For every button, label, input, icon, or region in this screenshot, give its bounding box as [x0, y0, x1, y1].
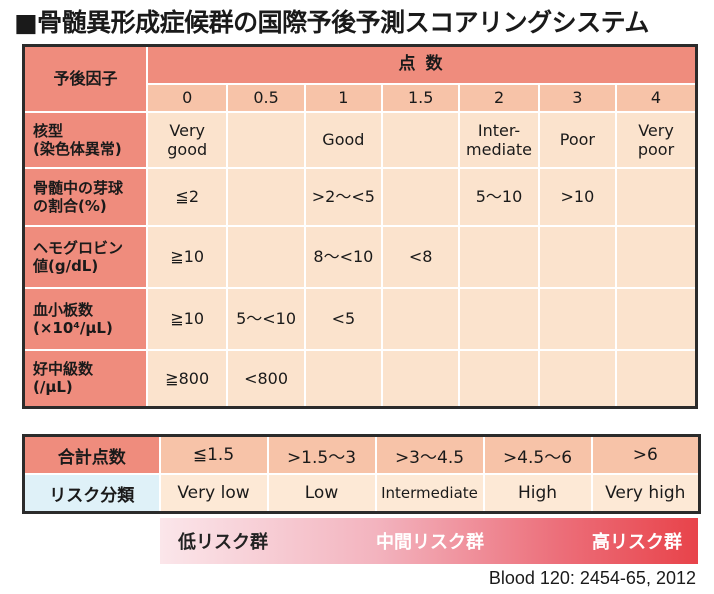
factor-cell: [615, 224, 698, 289]
factor-cell: Very good: [146, 110, 229, 169]
total-score-range: >4.5〜6: [482, 434, 593, 475]
point-value: 1: [303, 82, 384, 113]
factor-row: 好中級数 (/μL) ≧800 <800: [22, 348, 698, 409]
total-score-row: 合計点数 ≦1.5 >1.5〜3 >3〜4.5 >4.5〜6 >6: [22, 434, 701, 475]
factor-cell: [303, 348, 384, 409]
risk-category: Very low: [158, 473, 269, 514]
factor-cell: [615, 286, 698, 351]
point-value: 2: [458, 82, 540, 113]
factor-cell: [458, 286, 540, 351]
factor-cell: [226, 110, 306, 169]
factor-label: 骨髄中の芽球 の割合(%): [22, 166, 149, 227]
prognostic-factor-table: 予後因子 点 数 0 0.5 1 1.5 2 3 4 核型 (染色体異常) Ver…: [22, 44, 698, 409]
factor-cell: >2〜<5: [303, 166, 384, 227]
factor-cell: ≧800: [146, 348, 229, 409]
risk-category: Intermediate: [374, 473, 485, 514]
factor-cell: [537, 348, 618, 409]
factor-cell: <800: [226, 348, 306, 409]
factor-header: 予後因子: [22, 44, 149, 113]
high-risk-label: 高リスク群: [592, 532, 682, 553]
factor-cell: 5〜10: [458, 166, 540, 227]
total-score-range: >1.5〜3: [266, 434, 377, 475]
factor-label: ヘモグロビン 値(g/dL): [22, 224, 149, 289]
factor-cell: Good: [303, 110, 384, 169]
low-risk-label: 低リスク群: [178, 532, 268, 553]
point-value: 4: [615, 82, 698, 113]
point-value: 0: [146, 82, 229, 113]
factor-cell: [458, 348, 540, 409]
total-score-range: >3〜4.5: [374, 434, 485, 475]
risk-category-label: リスク分類: [22, 473, 161, 514]
factor-cell: ≦2: [146, 166, 229, 227]
factor-cell: [381, 286, 461, 351]
factor-cell: <5: [303, 286, 384, 351]
risk-category-row: リスク分類 Very low Low Intermediate High Ver…: [22, 473, 701, 514]
points-row: 0 0.5 1 1.5 2 3 4: [24, 82, 698, 113]
factor-cell: [615, 348, 698, 409]
factor-cell: 8〜<10: [303, 224, 384, 289]
factor-cell: [537, 286, 618, 351]
factor-cell: [458, 224, 540, 289]
total-score-label: 合計点数: [22, 434, 161, 475]
page-title: ■骨髄異形成症候群の国際予後予測スコアリングシステム: [14, 8, 649, 37]
factor-cell: [381, 348, 461, 409]
factor-cell: [381, 110, 461, 169]
source-citation: Blood 120: 2454-65, 2012: [488, 568, 696, 588]
factor-cell: Inter- mediate: [458, 110, 540, 169]
factor-cell: [615, 166, 698, 227]
total-score-table: 合計点数 ≦1.5 >1.5〜3 >3〜4.5 >4.5〜6 >6 リスク分類 …: [22, 434, 701, 514]
intermediate-risk-label: 中間リスク群: [376, 532, 484, 553]
factor-cell: >10: [537, 166, 618, 227]
point-value: 3: [537, 82, 618, 113]
factor-label: 核型 (染色体異常): [22, 110, 149, 169]
risk-gradient-bar: 低リスク群 中間リスク群 高リスク群: [160, 518, 698, 564]
factor-cell: 5〜<10: [226, 286, 306, 351]
factor-row: 骨髄中の芽球 の割合(%) ≦2 >2〜<5 5〜10 >10: [22, 166, 698, 227]
point-value: 1.5: [381, 82, 461, 113]
score-header: 点 数: [146, 44, 698, 85]
factor-row: ヘモグロビン 値(g/dL) ≧10 8〜<10 <8: [22, 224, 698, 289]
factor-row: 核型 (染色体異常) Very good Good Inter- mediate Poo…: [22, 110, 698, 169]
factor-cell: Poor: [537, 110, 618, 169]
total-score-range: >6: [590, 434, 701, 475]
factor-label: 血小板数 (×10⁴/μL): [22, 286, 149, 351]
point-value: 0.5: [226, 82, 306, 113]
factor-cell: ≧10: [146, 286, 229, 351]
risk-category: Low: [266, 473, 377, 514]
factor-cell: [381, 166, 461, 227]
factor-cell: Very poor: [615, 110, 698, 169]
factor-cell: ≧10: [146, 224, 229, 289]
factor-cell: [226, 166, 306, 227]
total-score-range: ≦1.5: [158, 434, 269, 475]
risk-category: Very high: [590, 473, 701, 514]
factor-label: 好中級数 (/μL): [22, 348, 149, 409]
risk-category: High: [482, 473, 593, 514]
factor-cell: <8: [381, 224, 461, 289]
factor-row: 血小板数 (×10⁴/μL) ≧10 5〜<10 <5: [22, 286, 698, 351]
factor-cell: [537, 224, 618, 289]
factor-cell: [226, 224, 306, 289]
